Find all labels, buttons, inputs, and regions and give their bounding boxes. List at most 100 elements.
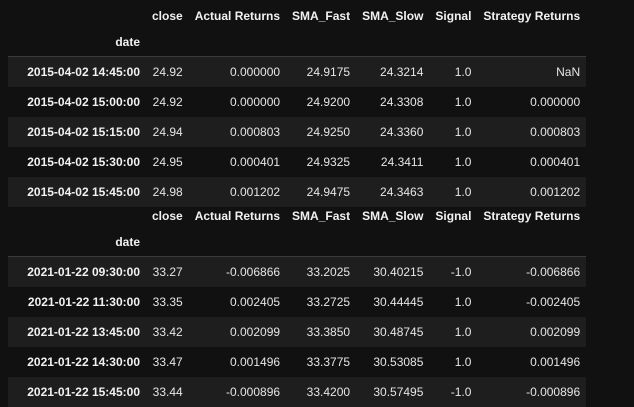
table-cell: 0.000000	[530, 95, 581, 109]
column-header: Actual Returns	[194, 209, 281, 223]
table-cell: 33.3850	[306, 325, 351, 339]
row-index: 2021-01-22 14:30:00	[27, 355, 140, 369]
table-cell: 33.3775	[306, 355, 351, 369]
table-cell: 0.002099	[530, 325, 581, 339]
table-cell: 24.9325	[306, 155, 351, 169]
table-cell: 24.9175	[306, 65, 351, 79]
table-cell: 24.3463	[380, 185, 424, 199]
row-index: 2021-01-22 15:45:00	[27, 385, 140, 399]
column-header: SMA_Fast	[292, 9, 351, 23]
table-cell: 24.3411	[380, 155, 424, 169]
table-cell: 33.2025	[306, 265, 351, 279]
table-cell: 30.53085	[373, 355, 424, 369]
table-cell: 24.9200	[306, 95, 351, 109]
table-row: 2021-01-22 11:30:00 33.35 0.002405 33.27…	[8, 287, 587, 317]
column-header: SMA_Fast	[292, 209, 351, 223]
table-cell: 24.3214	[380, 65, 424, 79]
row-index: 2015-04-02 15:00:00	[27, 95, 140, 109]
table-cell: NaN	[556, 65, 581, 79]
table-cell: 33.27	[152, 265, 183, 279]
column-header: Actual Returns	[194, 9, 281, 23]
column-header: Strategy Returns	[483, 9, 581, 23]
table-cell: 0.001496	[530, 355, 581, 369]
index-name: date	[8, 28, 146, 57]
table-cell: -0.002405	[526, 295, 581, 309]
table-cell: 0.000803	[530, 125, 581, 139]
column-header: close	[152, 9, 183, 23]
table-row: 2015-04-02 15:30:00 24.95 0.000401 24.93…	[8, 147, 587, 177]
index-corner	[8, 204, 146, 228]
table-cell: 1.0	[454, 125, 472, 139]
column-header: close	[152, 209, 183, 223]
table-cell: 33.47	[152, 355, 183, 369]
table-cell: -1.0	[450, 385, 472, 399]
row-index: 2015-04-02 15:45:00	[27, 185, 140, 199]
table-cell: 0.000000	[229, 95, 281, 109]
table-cell: -0.000896	[226, 385, 281, 399]
table-cell: 33.4200	[306, 385, 351, 399]
row-index: 2015-04-02 14:45:00	[27, 65, 140, 79]
table-cell: 24.9475	[306, 185, 351, 199]
row-index: 2015-04-02 15:30:00	[27, 155, 140, 169]
index-corner	[8, 4, 146, 28]
table-cell: 30.40215	[373, 265, 424, 279]
table-cell: 33.44	[152, 385, 183, 399]
column-header: Strategy Returns	[483, 209, 581, 223]
table-cell: 24.3360	[380, 125, 424, 139]
index-name-row: date	[8, 228, 587, 257]
table-row: 2021-01-22 13:45:00 33.42 0.002099 33.38…	[8, 317, 587, 347]
index-name-row: date	[8, 28, 587, 57]
table-cell: 30.44445	[373, 295, 424, 309]
table-cell: 1.0	[454, 95, 472, 109]
table-cell: 33.2725	[306, 295, 351, 309]
dataframe-table-tail: close Actual Returns SMA_Fast SMA_Slow S…	[8, 204, 587, 407]
table-row: 2015-04-02 15:00:00 24.92 0.000000 24.92…	[8, 87, 587, 117]
table-cell: 1.0	[454, 65, 472, 79]
table-cell: 0.001202	[530, 185, 581, 199]
column-header: SMA_Slow	[362, 9, 424, 23]
column-header: Signal	[435, 209, 472, 223]
table-cell: -0.000896	[526, 385, 581, 399]
table-cell: 0.000401	[530, 155, 581, 169]
table-cell: 24.92	[152, 95, 183, 109]
table-cell: 0.002099	[229, 325, 281, 339]
table-cell: 30.57495	[373, 385, 424, 399]
table-cell: 24.9250	[306, 125, 351, 139]
column-header-row: close Actual Returns SMA_Fast SMA_Slow S…	[8, 4, 586, 28]
table-cell: 1.0	[454, 355, 472, 369]
table-row: 2015-04-02 14:45:00 24.92 0.000000 24.91…	[8, 56, 587, 87]
table-cell: 24.92	[152, 65, 183, 79]
table-cell: 0.002405	[229, 295, 281, 309]
row-index: 2021-01-22 09:30:00	[27, 265, 140, 279]
dataframe-table-head: close Actual Returns SMA_Fast SMA_Slow S…	[8, 4, 587, 207]
table-cell: 1.0	[454, 325, 472, 339]
row-index: 2021-01-22 13:45:00	[27, 325, 140, 339]
table-row: 2021-01-22 09:30:00 33.27 -0.006866 33.2…	[8, 256, 587, 287]
column-header: SMA_Slow	[362, 209, 424, 223]
table-cell: -0.006866	[526, 265, 581, 279]
table-row: 2021-01-22 14:30:00 33.47 0.001496 33.37…	[8, 347, 587, 377]
table-row: 2021-01-22 15:45:00 33.44 -0.000896 33.4…	[8, 377, 587, 407]
column-header: Signal	[435, 9, 472, 23]
table-row: 2015-04-02 15:45:00 24.98 0.001202 24.94…	[8, 177, 587, 207]
table-cell: 24.94	[152, 125, 183, 139]
column-header-row: close Actual Returns SMA_Fast SMA_Slow S…	[8, 204, 586, 228]
table-cell: 1.0	[454, 155, 472, 169]
table-cell: 1.0	[454, 295, 472, 309]
table-cell: 0.000803	[229, 125, 281, 139]
table-cell: 33.42	[152, 325, 183, 339]
table-cell: 33.35	[152, 295, 183, 309]
table-row: 2015-04-02 15:15:00 24.94 0.000803 24.92…	[8, 117, 587, 147]
table-cell: -0.006866	[226, 265, 281, 279]
table-cell: 24.98	[152, 185, 183, 199]
table-cell: 1.0	[454, 185, 472, 199]
table-cell: 0.000000	[229, 65, 281, 79]
table-cell: 24.95	[152, 155, 183, 169]
table-cell: 0.001202	[229, 185, 281, 199]
row-index: 2015-04-02 15:15:00	[27, 125, 140, 139]
table-cell: 30.48745	[373, 325, 424, 339]
row-index: 2021-01-22 11:30:00	[27, 295, 140, 309]
table-cell: 0.001496	[229, 355, 281, 369]
table-cell: 24.3308	[380, 95, 424, 109]
index-name: date	[8, 228, 146, 257]
